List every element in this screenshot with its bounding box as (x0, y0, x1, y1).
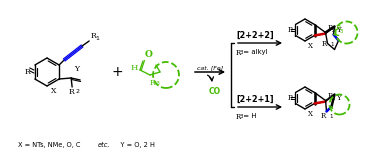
Text: R: R (287, 26, 293, 34)
Text: R: R (24, 68, 30, 76)
Text: 3: 3 (240, 50, 243, 55)
Text: = H: = H (241, 113, 257, 119)
Text: 2: 2 (332, 28, 335, 32)
Text: 2: 2 (332, 96, 335, 100)
Text: R: R (320, 112, 325, 120)
Text: 1: 1 (95, 36, 99, 41)
Text: H: H (131, 64, 138, 72)
Text: R: R (327, 92, 333, 100)
Text: = alkyl: = alkyl (241, 49, 268, 55)
Text: R: R (236, 49, 241, 57)
Text: X: X (308, 42, 313, 50)
Text: 3: 3 (240, 114, 243, 119)
Text: R: R (287, 94, 293, 102)
Text: [2+2+2]: [2+2+2] (236, 31, 274, 40)
Text: +: + (111, 65, 123, 79)
Text: 1: 1 (330, 42, 334, 47)
Text: 2: 2 (76, 88, 80, 93)
Text: R: R (69, 88, 74, 96)
Text: R: R (236, 113, 241, 121)
Text: R: R (90, 32, 96, 40)
Text: etc.: etc. (98, 142, 110, 148)
Text: Y: Y (74, 65, 79, 73)
Text: R: R (321, 40, 327, 48)
Text: 3: 3 (339, 28, 343, 33)
Text: 1: 1 (330, 113, 333, 119)
Text: Y: Y (336, 26, 341, 34)
Text: X: X (51, 87, 57, 95)
Text: 3: 3 (156, 80, 160, 85)
Text: R: R (327, 24, 333, 32)
Text: cat. [Fe]: cat. [Fe] (197, 65, 223, 70)
Text: X: X (308, 110, 313, 118)
Text: Y = O, 2 H: Y = O, 2 H (114, 142, 155, 148)
Text: R: R (149, 79, 155, 87)
Text: R: R (336, 24, 341, 32)
Text: [2+2+1]: [2+2+1] (236, 95, 274, 104)
Text: O: O (145, 50, 153, 59)
Text: X = NTs, NMe, O, C: X = NTs, NMe, O, C (18, 142, 81, 148)
Text: Y: Y (336, 94, 341, 102)
Text: CO: CO (209, 87, 221, 96)
